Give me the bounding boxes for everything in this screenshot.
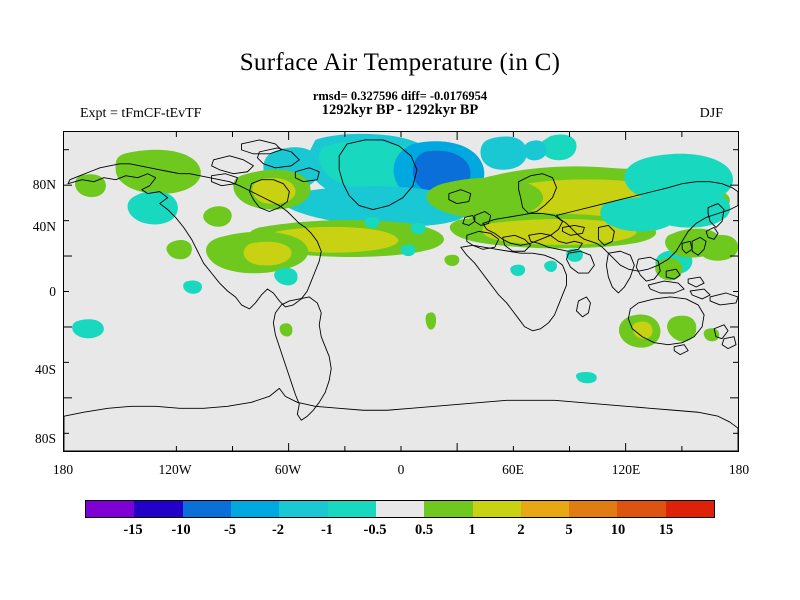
colorbar-band-12 [665,501,715,517]
colorbar-band-10 [569,501,618,517]
y-axis-label-80s: 80S [34,431,56,446]
page-title: Surface Air Temperature (in C) [239,49,561,76]
colorbar-tick-pos10: 10 [610,522,626,538]
map-plot-area [63,131,739,452]
experiment-label: Expt = tFmCF-tEvTF [80,106,202,121]
world-map [64,132,738,451]
colorbar-band-5 [327,501,376,517]
colorbar-band-1 [134,501,183,517]
x-axis-label-120w: 120W [158,462,192,477]
colorbar-band-4 [279,501,328,517]
colorbar-tick-pos05: 0.5 [414,522,434,538]
colorbar-tick-pos15: 15 [658,522,674,538]
y-axis-label-80n: 80N [32,177,56,192]
coastlines [64,139,738,451]
y-axis-label-40s: 40S [34,362,56,377]
colorbar-band-3 [230,501,280,517]
colorbar-tick-neg5: -5 [223,522,237,538]
colorbar-tick-pos5: 5 [565,522,573,538]
colorbar-tick-neg05: -0.5 [363,522,387,538]
colorbar [85,500,715,518]
y-axis-label-40n: 40N [32,219,56,234]
colorbar-band-11 [617,501,666,517]
colorbar-band-8 [472,501,521,517]
x-axis-label-120e: 120E [611,462,641,477]
colorbar-tick-neg1: -1 [320,522,334,538]
colorbar-tick-pos1: 1 [468,522,476,538]
colorbar-band-2 [182,501,231,517]
plot-inner-ticks [64,132,738,451]
x-axis-label-0: 0 [397,462,405,477]
colorbar-band-0 [86,501,135,517]
x-axis-label-60w: 60W [274,462,302,477]
x-axis-label-60e: 60E [502,462,524,477]
colorbar-band-7 [424,501,473,517]
colorbar-band-9 [520,501,570,517]
x-axis-label-180w: 180 [52,462,74,477]
colorbar-band-6 [375,501,425,517]
colorbar-tick-neg10: -10 [171,522,191,538]
colorbar-tick-neg15: -15 [123,522,143,538]
time-period-label: 1292kyr BP - 1292kyr BP [321,102,479,118]
colorbar-tick-neg2: -2 [271,522,285,538]
statistics-label: rmsd= 0.327596 diff= -0.0176954 [312,89,488,103]
y-axis-label-0: 0 [49,284,56,299]
colorbar-tick-pos2: 2 [517,522,525,538]
season-label: DJF [699,106,723,121]
x-axis-label-180e: 180 [728,462,750,477]
